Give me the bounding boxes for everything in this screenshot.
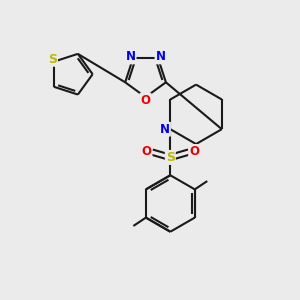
Text: N: N: [155, 50, 166, 63]
Text: S: S: [48, 53, 57, 66]
Text: O: O: [189, 145, 199, 158]
Text: O: O: [142, 145, 152, 158]
Text: N: N: [160, 123, 170, 136]
Text: O: O: [140, 94, 151, 106]
Text: S: S: [166, 151, 175, 164]
Text: N: N: [126, 50, 136, 63]
